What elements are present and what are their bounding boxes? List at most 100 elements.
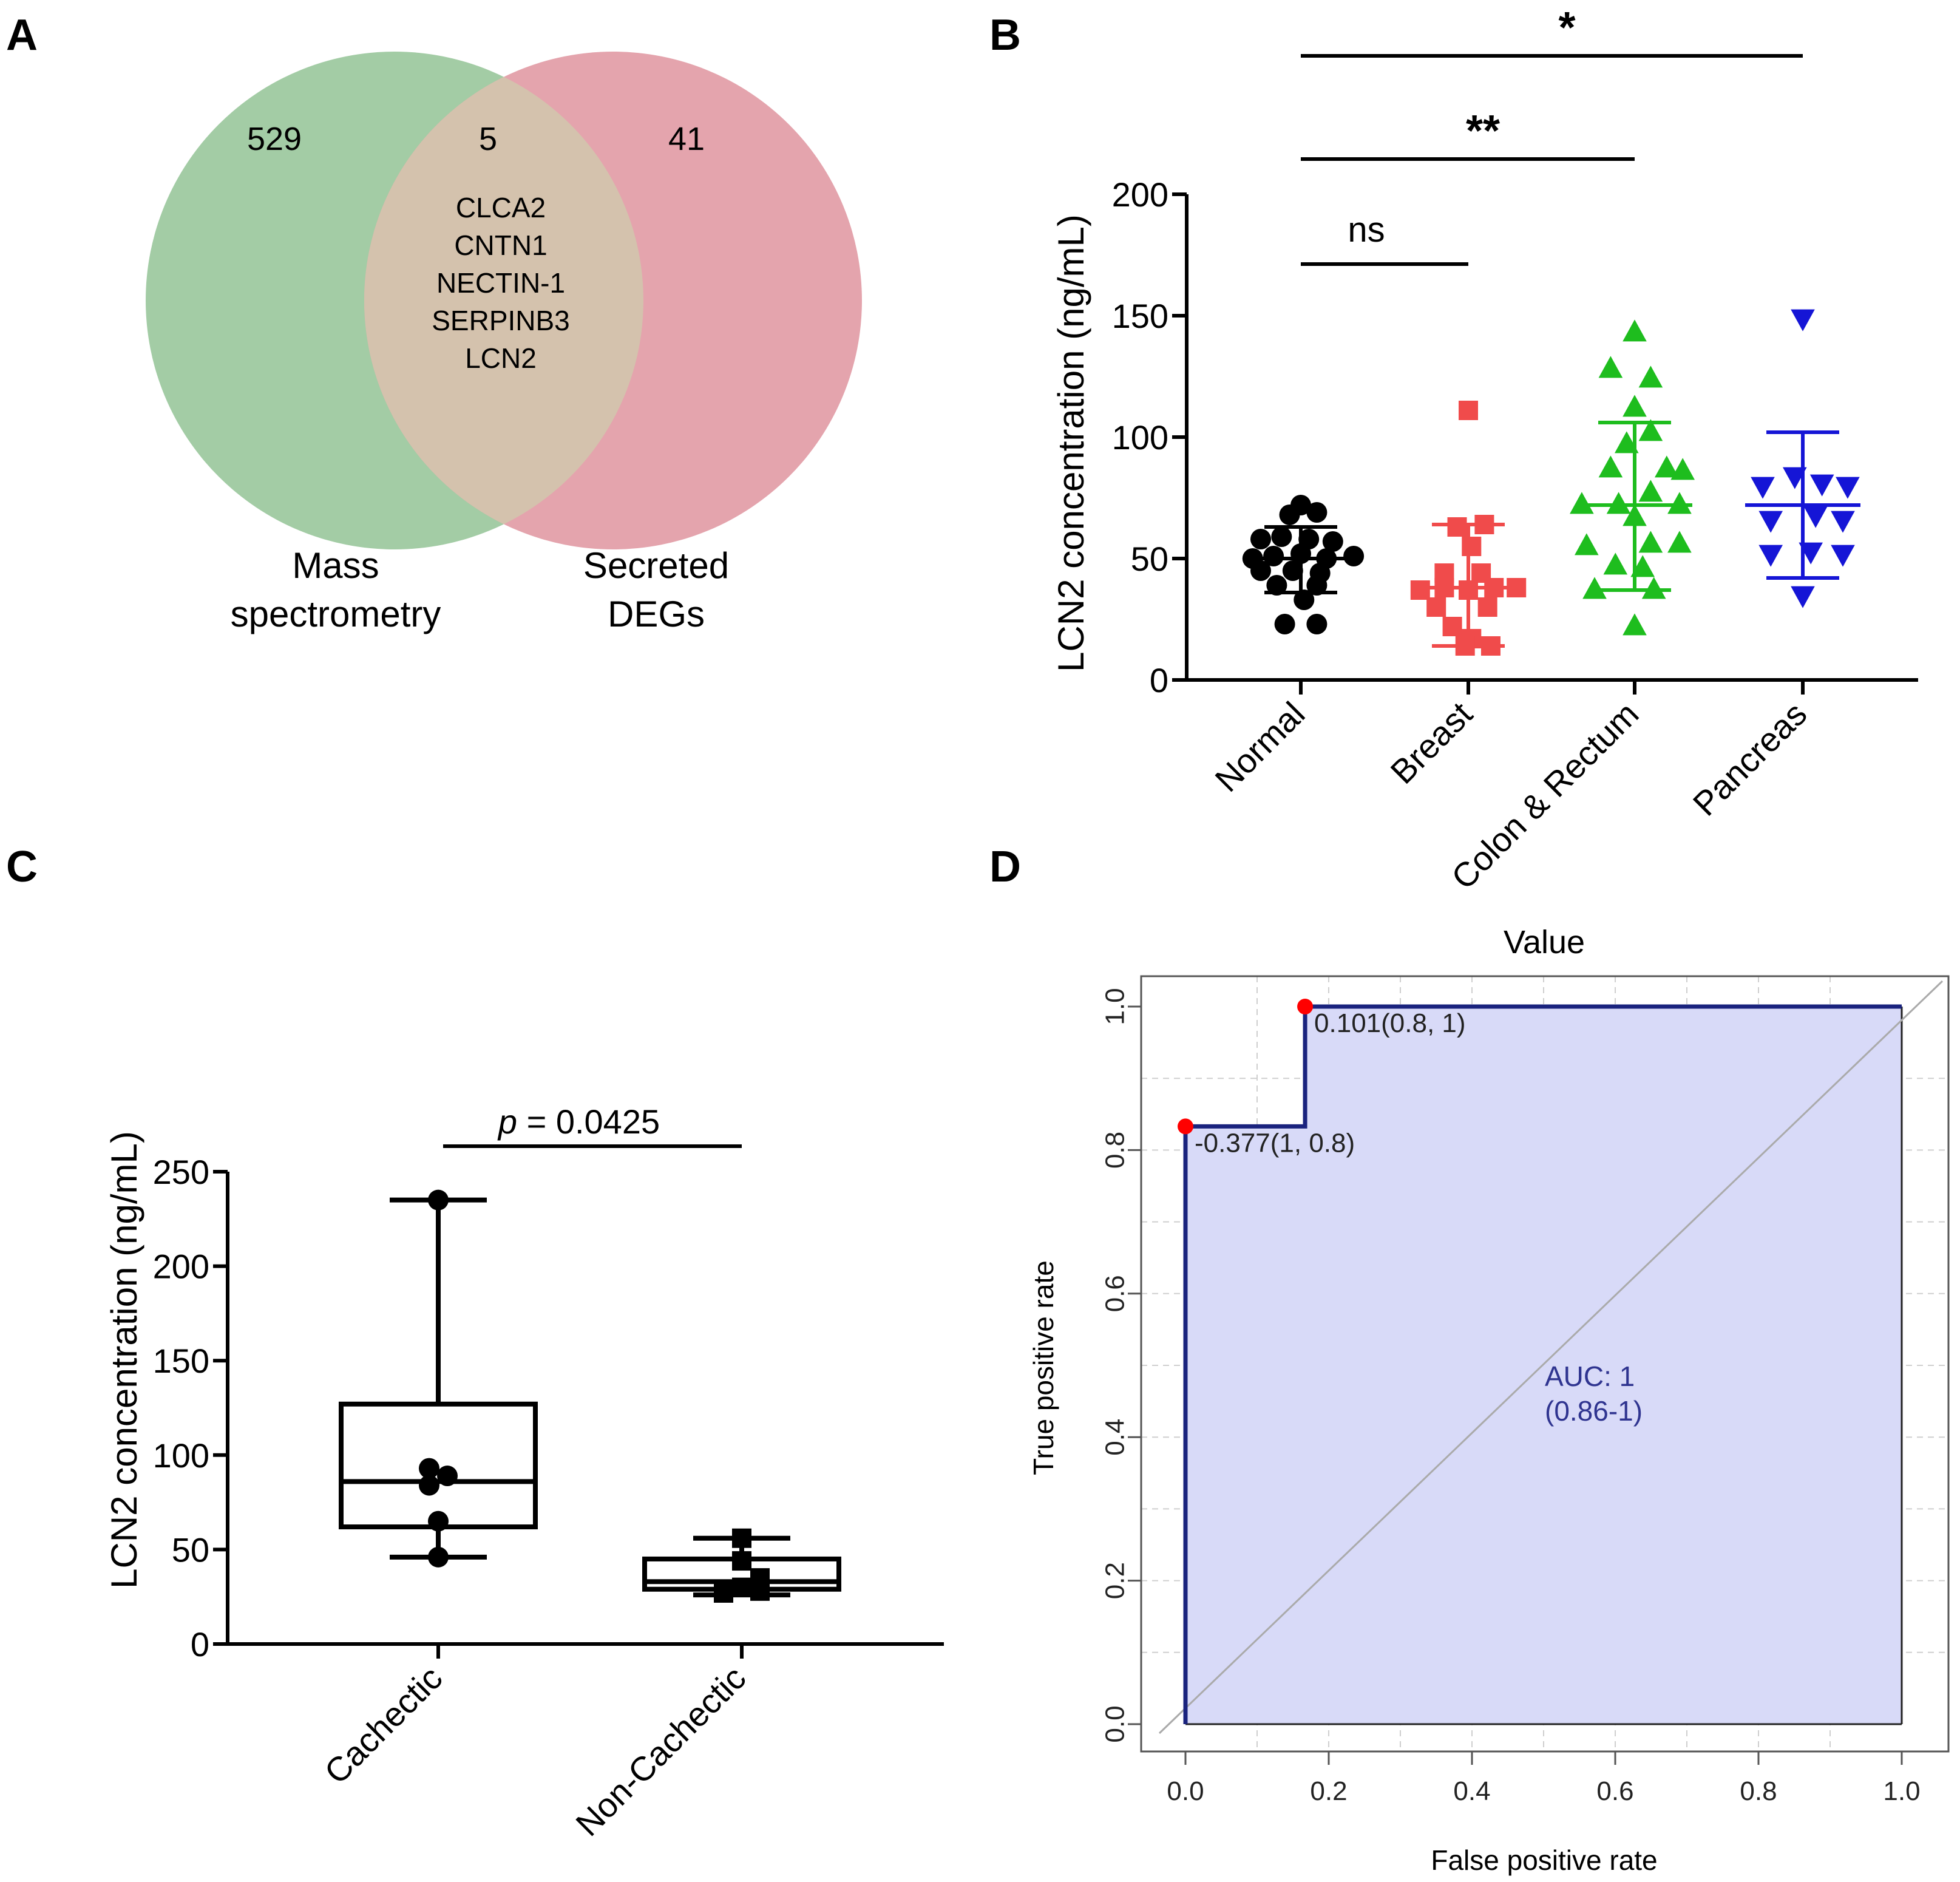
b-x-tick-label: Normal — [1207, 695, 1312, 799]
d-roc-curve — [1183, 1004, 1902, 1724]
c-y-tick-label: 0 — [191, 1625, 209, 1663]
c-box-non-cachectic — [642, 1528, 841, 1603]
b-point — [1294, 589, 1315, 610]
b-series-normal — [1242, 495, 1365, 634]
b-point — [1623, 319, 1647, 342]
b-series-colon-rectum — [1570, 319, 1695, 636]
b-point — [1751, 477, 1775, 499]
venn-left-label-line2: spectrometry — [231, 594, 441, 634]
b-point — [1484, 578, 1504, 597]
c-plot — [339, 1144, 841, 1603]
c-y-tick-label: 200 — [153, 1248, 209, 1286]
b-point — [1641, 577, 1666, 599]
b-point — [1434, 578, 1454, 597]
d-title: Value — [1504, 924, 1585, 960]
b-point — [1791, 586, 1815, 608]
b-point — [1638, 480, 1663, 502]
c-y-tick-label: 50 — [172, 1530, 209, 1569]
b-y-axis-label: LCN2 concentration (ng/mL) — [1051, 214, 1091, 672]
b-point — [1290, 543, 1311, 564]
venn-left-label-line1: Mass — [292, 545, 379, 586]
c-point — [732, 1551, 751, 1571]
b-point — [1758, 545, 1783, 567]
b-point — [1462, 537, 1482, 556]
panel-label-c: C — [6, 843, 38, 891]
c-point — [732, 1577, 751, 1597]
b-point — [1306, 575, 1328, 596]
b-comparison-label: ** — [1466, 107, 1500, 155]
b-point — [1274, 614, 1295, 634]
venn-item: SERPINB3 — [432, 305, 570, 336]
c-point — [428, 1189, 449, 1211]
c-point — [419, 1458, 439, 1479]
b-point — [1279, 504, 1300, 525]
b-plot: ns*** — [1242, 4, 1860, 656]
b-point — [1655, 455, 1679, 478]
b-point — [1799, 542, 1823, 565]
venn-intersection-count: 5 — [479, 121, 497, 157]
c-point — [750, 1581, 770, 1601]
d-threshold-point — [1297, 999, 1314, 1014]
b-point — [1570, 492, 1594, 514]
b-point — [1455, 636, 1475, 656]
b-point — [1410, 580, 1430, 600]
d-y-tick-label: 0.4 — [1100, 1419, 1130, 1456]
c-box-cachectic — [339, 1189, 538, 1568]
b-series-breast — [1410, 401, 1527, 656]
d-x-tick-label: 0.8 — [1740, 1776, 1777, 1806]
b-point — [1426, 597, 1446, 617]
b-point — [1271, 526, 1292, 547]
b-point — [1306, 502, 1328, 523]
b-point — [1603, 552, 1628, 575]
d-auc-label: (0.86-1) — [1545, 1395, 1643, 1427]
c-point — [419, 1475, 439, 1496]
d-threshold-label: -0.377(1, 0.8) — [1195, 1128, 1355, 1158]
b-point — [1459, 580, 1478, 600]
panel-label-a: A — [6, 11, 38, 59]
c-x-tick-label: Cachectic — [317, 1659, 449, 1791]
c-y-tick-label: 150 — [153, 1342, 209, 1380]
b-point — [1598, 455, 1623, 478]
b-point — [1343, 546, 1365, 566]
d-diagonal-reference — [1158, 980, 1944, 1734]
c-x-tick-label: Non-Cachectic — [568, 1659, 753, 1843]
b-point — [1250, 560, 1271, 581]
b-point — [1575, 533, 1599, 555]
c-point — [714, 1583, 733, 1603]
venn-right-label-line2: DEGs — [608, 594, 705, 634]
d-y-tick-label: 0.6 — [1100, 1275, 1130, 1312]
venn-item: CNTN1 — [454, 229, 547, 261]
b-point — [1803, 506, 1828, 528]
b-comparison-label: ns — [1348, 210, 1385, 250]
panel-label-d: D — [989, 843, 1021, 891]
d-x-tick-label: 0.2 — [1310, 1776, 1347, 1806]
b-comparison-label: * — [1558, 4, 1575, 52]
venn-overlap — [364, 52, 643, 549]
d-x-tick-label: 0.6 — [1596, 1776, 1633, 1806]
panel-d-roc: D Value False positive rate True positiv… — [989, 843, 1950, 1876]
d-plot: 0.0 0.0 0.2 0.2 0.4 0.4 0.6 0.6 0.8 0.8 1.0 1.0 -0.3… — [1100, 975, 1950, 1806]
b-point — [1831, 511, 1855, 533]
d-x-tick-label: 0.4 — [1453, 1776, 1490, 1806]
panel-a-venn: A 529 5 41 CLCA2 CNTN1 NECTIN-1 SERPINB3… — [6, 11, 862, 634]
b-point — [1809, 474, 1834, 497]
venn-left-count: 529 — [247, 121, 302, 157]
b-y-tick-label: 100 — [1112, 418, 1168, 457]
c-y-tick-label: 100 — [153, 1436, 209, 1475]
c-y-axis-label: LCN2 concentration (ng/mL) — [104, 1131, 144, 1589]
b-x-tick-label: Pancreas — [1686, 695, 1814, 823]
b-point — [1306, 614, 1328, 634]
b-point — [1598, 356, 1623, 378]
c-axes: 0 50 100 150 200 250 Cachectic Non-Cachectic — [153, 1153, 944, 1843]
b-point — [1447, 517, 1467, 537]
b-x-tick-label: Breast — [1383, 695, 1479, 791]
b-y-tick-label: 50 — [1131, 540, 1168, 578]
b-point — [1638, 419, 1663, 441]
b-point — [1606, 492, 1631, 514]
b-y-tick-label: 200 — [1112, 175, 1168, 214]
b-point — [1623, 613, 1647, 636]
b-point — [1442, 617, 1462, 636]
b-point — [1623, 504, 1647, 526]
b-point — [1480, 636, 1501, 656]
